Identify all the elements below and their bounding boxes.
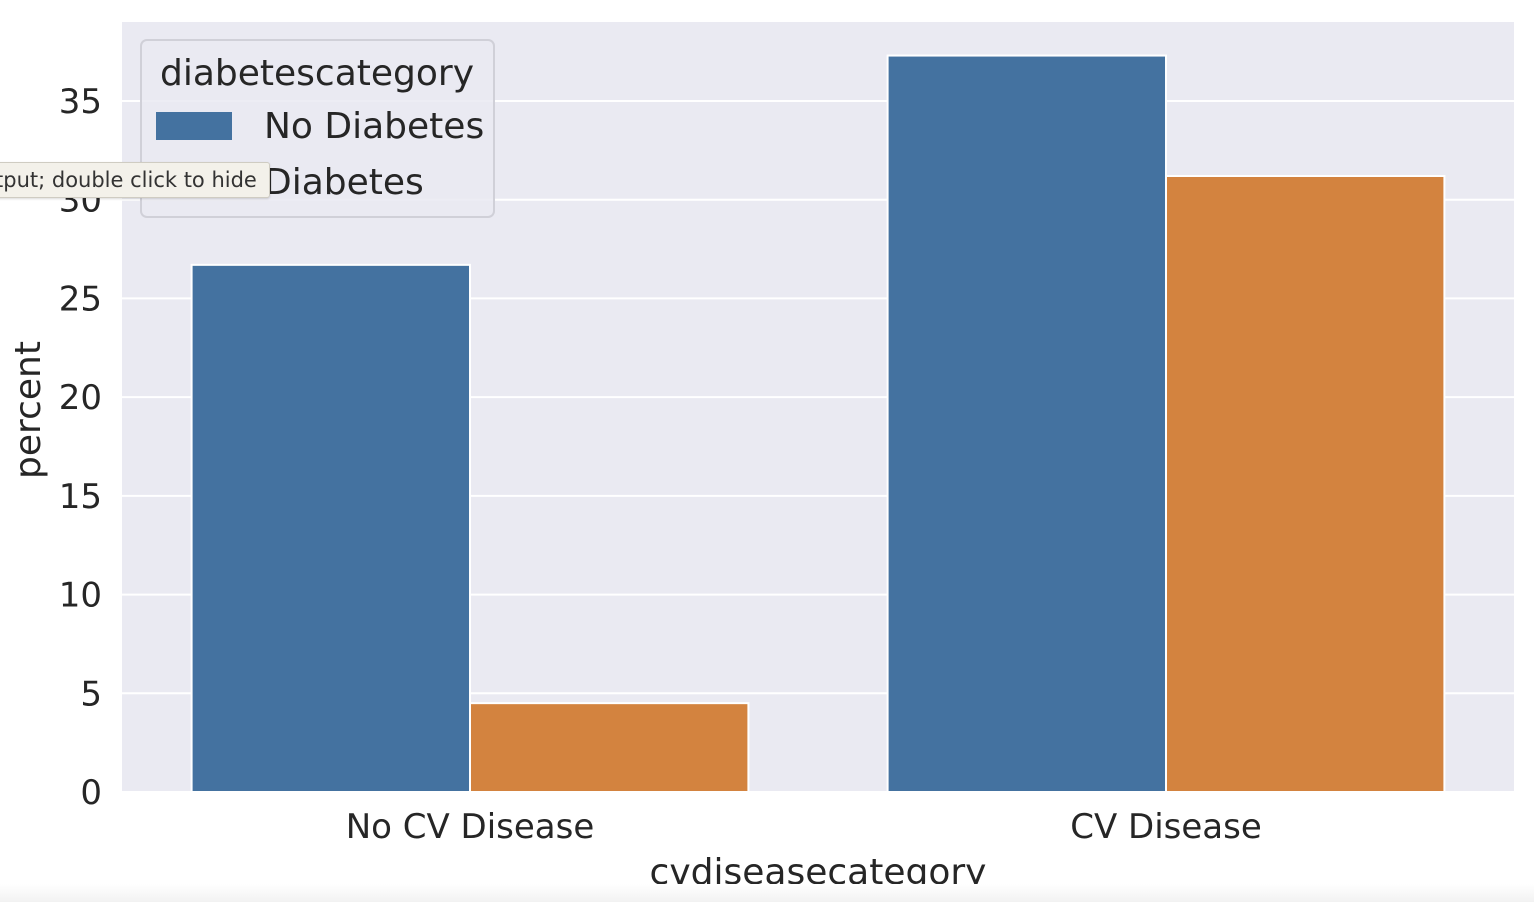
legend-label-diabetes: Diabetes [264,162,424,203]
x-tick-label: CV Disease [1070,807,1262,847]
y-tick-label: 20 [59,378,102,418]
bar-diabetes-cv-disease [1165,175,1446,793]
y-tick-label: 25 [59,279,102,319]
bar-no-diabetes-no-cv-disease [190,263,471,794]
bottom-strip [0,884,1534,902]
y-axis-label: percent [8,341,49,479]
bar-no-diabetes-cv-disease [886,54,1167,794]
legend-title: diabetescategory [160,53,474,94]
y-tick-label: 10 [59,576,102,616]
y-tick-label: 15 [59,477,102,517]
legend-label-no-diabetes: No Diabetes [264,106,484,147]
legend-swatch-no-diabetes [156,112,232,140]
output-tooltip: tput; double click to hide [0,162,270,198]
bars [190,54,1446,794]
x-tick-label: No CV Disease [346,807,595,847]
y-tick-label: 35 [59,82,102,122]
y-tick-label: 0 [80,773,102,813]
y-tick-label: 5 [80,674,102,714]
x-tick-labels: No CV Disease CV Disease [346,807,1262,847]
bar-diabetes-no-cv-disease [469,702,750,794]
